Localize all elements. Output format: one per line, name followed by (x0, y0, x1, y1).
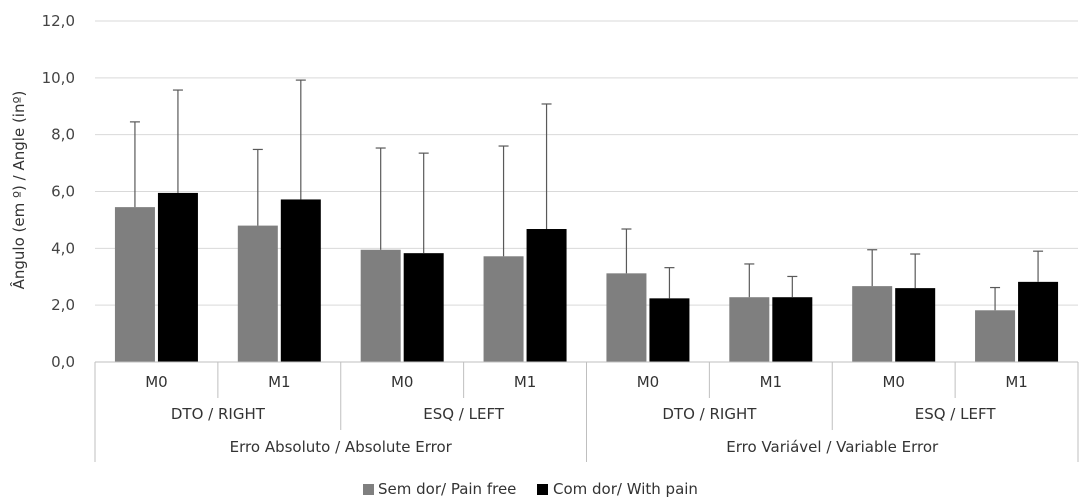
side-group-label: ESQ / LEFT (915, 405, 997, 423)
category-label: M0 (637, 373, 660, 391)
y-axis-label: Ângulo (em º) / Angle (inº) (9, 91, 28, 290)
category-label: M0 (882, 373, 905, 391)
y-tick-label: 0,0 (51, 353, 75, 371)
bars (114, 192, 1059, 362)
category-label: M1 (760, 373, 783, 391)
bar-with-pain (403, 253, 444, 362)
bar-pain-free (237, 225, 278, 362)
bar-pain-free (360, 249, 401, 362)
bar-pain-free (483, 256, 524, 362)
bar-pain-free (729, 297, 770, 362)
category-label: M0 (145, 373, 168, 391)
y-tick-label: 2,0 (51, 296, 75, 314)
category-label: M1 (514, 373, 537, 391)
bar-pain-free (975, 310, 1016, 362)
legend-label-with-pain: Com dor/ With pain (553, 480, 698, 498)
y-tick-label: 8,0 (51, 126, 75, 144)
side-group-label: ESQ / LEFT (423, 405, 505, 423)
bar-with-pain (649, 298, 690, 362)
y-tick-label: 6,0 (51, 183, 75, 201)
bar-with-pain (280, 199, 321, 362)
bar-with-pain (157, 192, 198, 362)
category-label: M1 (268, 373, 291, 391)
side-group-label: DTO / RIGHT (171, 405, 266, 423)
bar-with-pain (772, 297, 813, 362)
category-label: M1 (1005, 373, 1028, 391)
error-bars (129, 79, 1044, 311)
bar-with-pain (1018, 281, 1059, 362)
y-tick-label: 10,0 (42, 69, 75, 87)
error-group-label: Erro Absoluto / Absolute Error (230, 438, 453, 456)
category-label: M0 (391, 373, 414, 391)
error-group-label: Erro Variável / Variable Error (726, 438, 939, 456)
legend: Sem dor/ Pain free Com dor/ With pain (363, 480, 698, 498)
bar-with-pain (526, 229, 567, 362)
bar-pain-free (852, 286, 893, 362)
legend-label-pain-free: Sem dor/ Pain free (378, 480, 516, 498)
y-axis-tick-labels: 0,0 2,0 4,0 6,0 8,0 10,0 12,0 (42, 12, 75, 371)
legend-swatch-with-pain (537, 484, 548, 495)
legend-swatch-pain-free (363, 484, 374, 495)
y-tick-label: 4,0 (51, 239, 75, 257)
side-group-label: DTO / RIGHT (662, 405, 757, 423)
y-tick-label: 12,0 (42, 12, 75, 30)
bar-pain-free (114, 207, 155, 362)
bar-pain-free (606, 273, 647, 362)
bar-with-pain (895, 288, 936, 362)
